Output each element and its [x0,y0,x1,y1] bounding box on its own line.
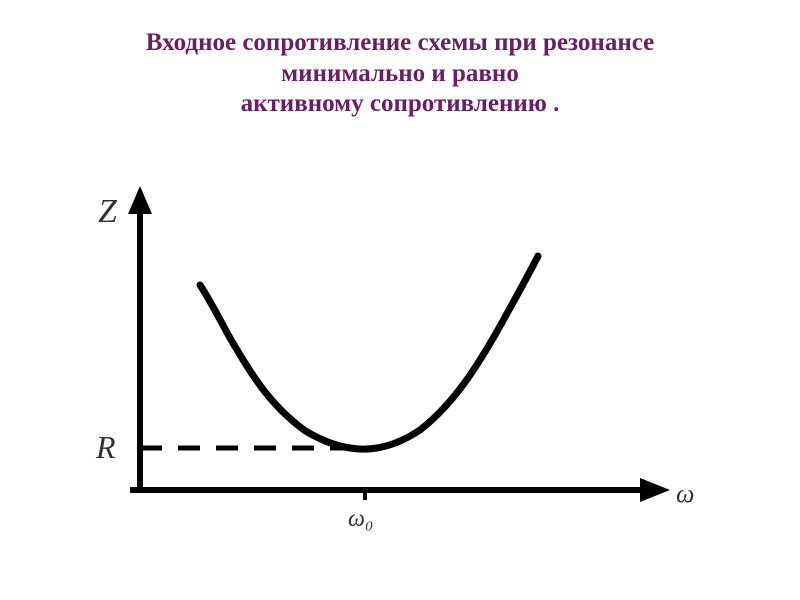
x-axis-arrow [640,478,670,502]
impedance-curve [200,256,538,449]
title-line-2: минимально и равно [0,59,800,90]
omega0-label: ω₀ [348,506,373,532]
y-axis-arrow [128,186,152,214]
axes [128,186,670,502]
title-line-3: активному сопротивлению . [0,89,800,120]
impedance-chart: Z R ω₀ ω [60,180,700,540]
title-line-1: Входное сопротивление схемы при резонанс… [0,28,800,59]
slide: Входное сопротивление схемы при резонанс… [0,0,800,600]
r-label: R [95,429,116,465]
x-axis-label: ω [676,479,694,508]
chart-svg: Z R ω₀ ω [60,180,700,540]
slide-title: Входное сопротивление схемы при резонанс… [0,28,800,120]
y-axis-label: Z [98,193,118,230]
